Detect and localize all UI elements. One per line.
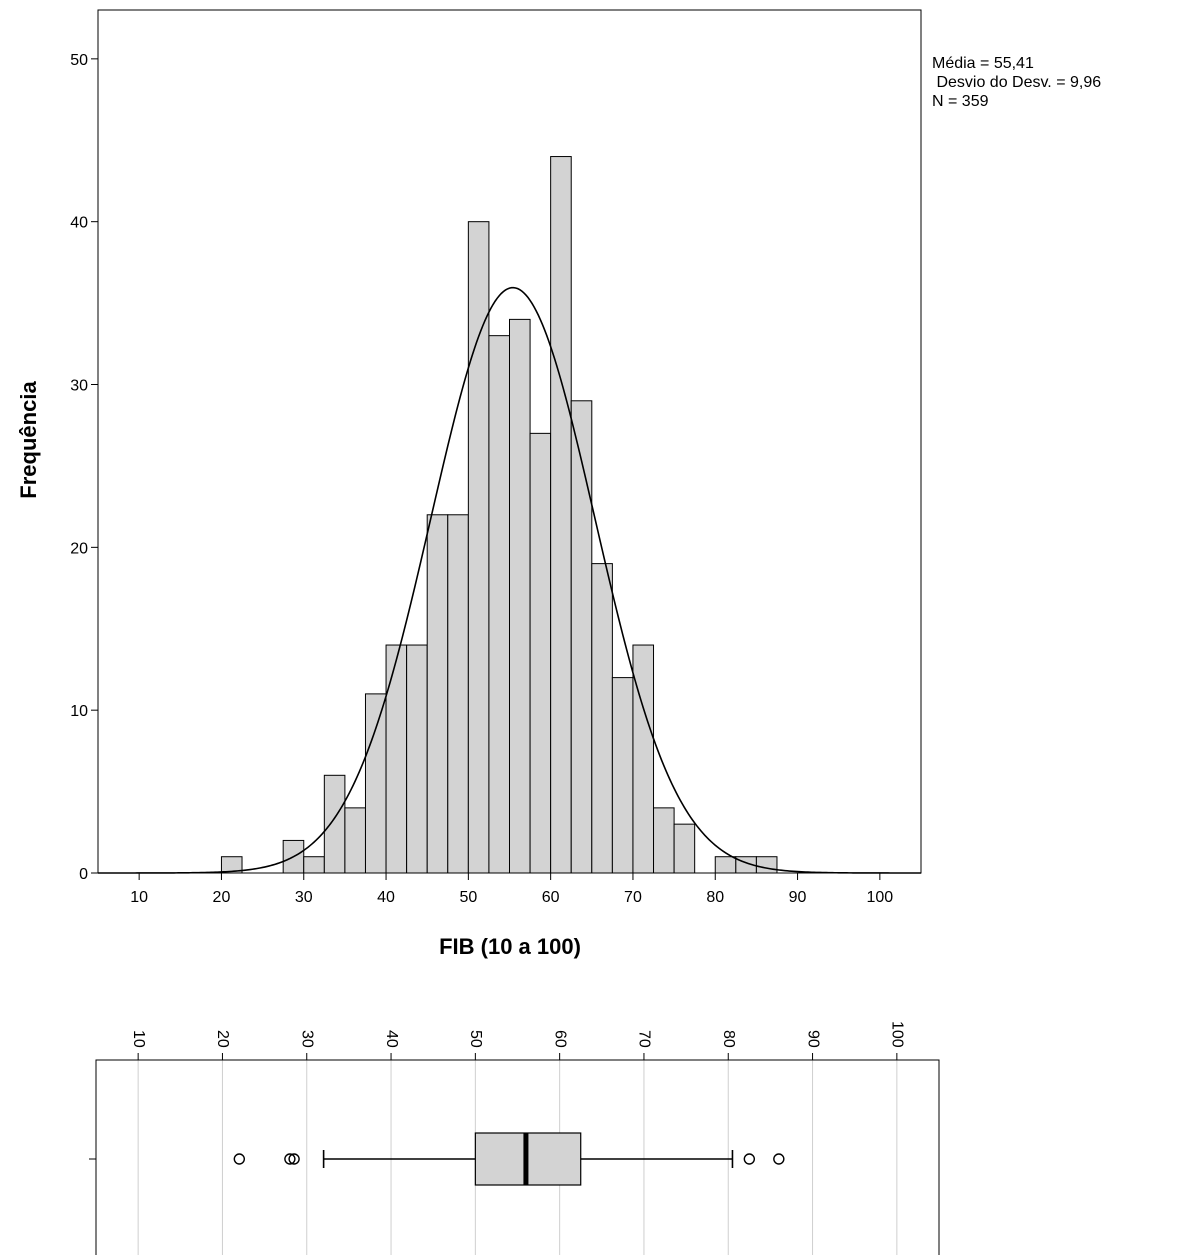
stats-mean: Média = 55,41 — [932, 55, 1034, 72]
histogram-bar — [447, 514, 469, 874]
histogram-bar — [323, 774, 346, 874]
histogram-bar — [406, 644, 428, 874]
histogram-bar — [714, 856, 737, 874]
boxplot-outlier — [233, 1153, 246, 1165]
histogram-y-tick-label: 40 — [70, 215, 88, 232]
histogram-y-tick-label: 0 — [79, 866, 88, 883]
histogram-bar — [591, 563, 613, 874]
boxplot-x-axis: 10 20 30 40 50 60 70 80 90 100 — [130, 1021, 906, 1060]
histogram-x-tick-label: 50 — [459, 889, 477, 906]
histogram-bar — [426, 514, 449, 874]
histogram-chart: 10 20 30 40 50 60 70 80 90 100 0 10 20 30 40 50 FIB (1… — [16, 9, 922, 959]
boxplot-plot-frame — [95, 1059, 940, 1255]
boxplot-x-tick-label: 40 — [383, 1030, 400, 1048]
histogram-bar — [529, 432, 552, 874]
histogram-x-tick-label: 20 — [213, 889, 231, 906]
histogram-x-tick-label: 80 — [706, 889, 724, 906]
boxplot-x-tick-label: 100 — [889, 1021, 906, 1048]
histogram-bar — [570, 400, 593, 874]
histogram-y-tick-label: 50 — [70, 52, 88, 69]
histogram-bar — [220, 856, 243, 874]
histogram-bar — [653, 807, 675, 874]
boxplot-outlier — [773, 1153, 785, 1165]
histogram-bar — [303, 856, 325, 874]
histogram-x-tick-label: 90 — [789, 889, 807, 906]
stats-n: N = 359 — [932, 93, 989, 110]
histogram-bar — [509, 318, 531, 874]
boxplot-outlier — [743, 1153, 756, 1165]
histogram-x-axis: 10 20 30 40 50 60 70 80 90 100 — [130, 873, 893, 906]
histogram-y-tick-label: 30 — [70, 378, 88, 395]
histogram-x-tick-label: 30 — [295, 889, 313, 906]
histogram-bar — [364, 693, 387, 874]
histogram-bar — [550, 156, 572, 874]
normal-curve — [98, 286, 921, 874]
histogram-y-tick-label: 20 — [70, 540, 88, 557]
boxplot-x-tick-label: 60 — [551, 1030, 568, 1048]
boxplot-x-tick-label: 20 — [214, 1030, 231, 1048]
boxplot-outlier — [288, 1153, 300, 1165]
boxplot-elements — [233, 1132, 785, 1186]
boxplot-x-tick-label: 50 — [467, 1030, 484, 1048]
histogram-bar — [385, 644, 408, 874]
boxplot-x-tick-label: 30 — [299, 1030, 316, 1048]
histogram-x-tick-label: 70 — [624, 889, 642, 906]
boxplot-x-tick-label: 70 — [636, 1030, 653, 1048]
boxplot-x-tick-label: 80 — [720, 1030, 737, 1048]
histogram-bar — [488, 335, 510, 874]
stats-std-deviation: Desvio do Desv. = 9,96 — [932, 74, 1101, 91]
histogram-x-tick-label: 60 — [542, 889, 560, 906]
histogram-x-tick-label: 100 — [866, 889, 893, 906]
histogram-x-tick-label: 40 — [377, 889, 395, 906]
histogram-bar — [632, 644, 655, 874]
histogram-bar — [344, 807, 366, 874]
boxplot-x-tick-label: 90 — [804, 1030, 821, 1048]
histogram-bar — [673, 823, 696, 874]
histogram-y-tick-label: 10 — [70, 703, 88, 720]
boxplot-outlier — [284, 1153, 296, 1165]
histogram-x-tick-label: 10 — [130, 889, 148, 906]
statistics-annotation: Média = 55,41 Desvio do Desv. = 9,96 N =… — [932, 55, 1101, 110]
histogram-bar — [611, 677, 634, 874]
histogram-bar — [755, 856, 778, 874]
histogram-x-axis-title: FIB (10 a 100) — [439, 934, 581, 959]
boxplot-x-tick-label: 10 — [130, 1030, 147, 1048]
boxplot-chart: 10 20 30 40 50 60 70 80 90 100 — [89, 1021, 940, 1255]
histogram-y-axis: 0 10 20 30 40 50 — [70, 52, 98, 883]
histogram-y-axis-title: Frequência — [16, 381, 41, 499]
histogram-bars — [220, 156, 778, 874]
